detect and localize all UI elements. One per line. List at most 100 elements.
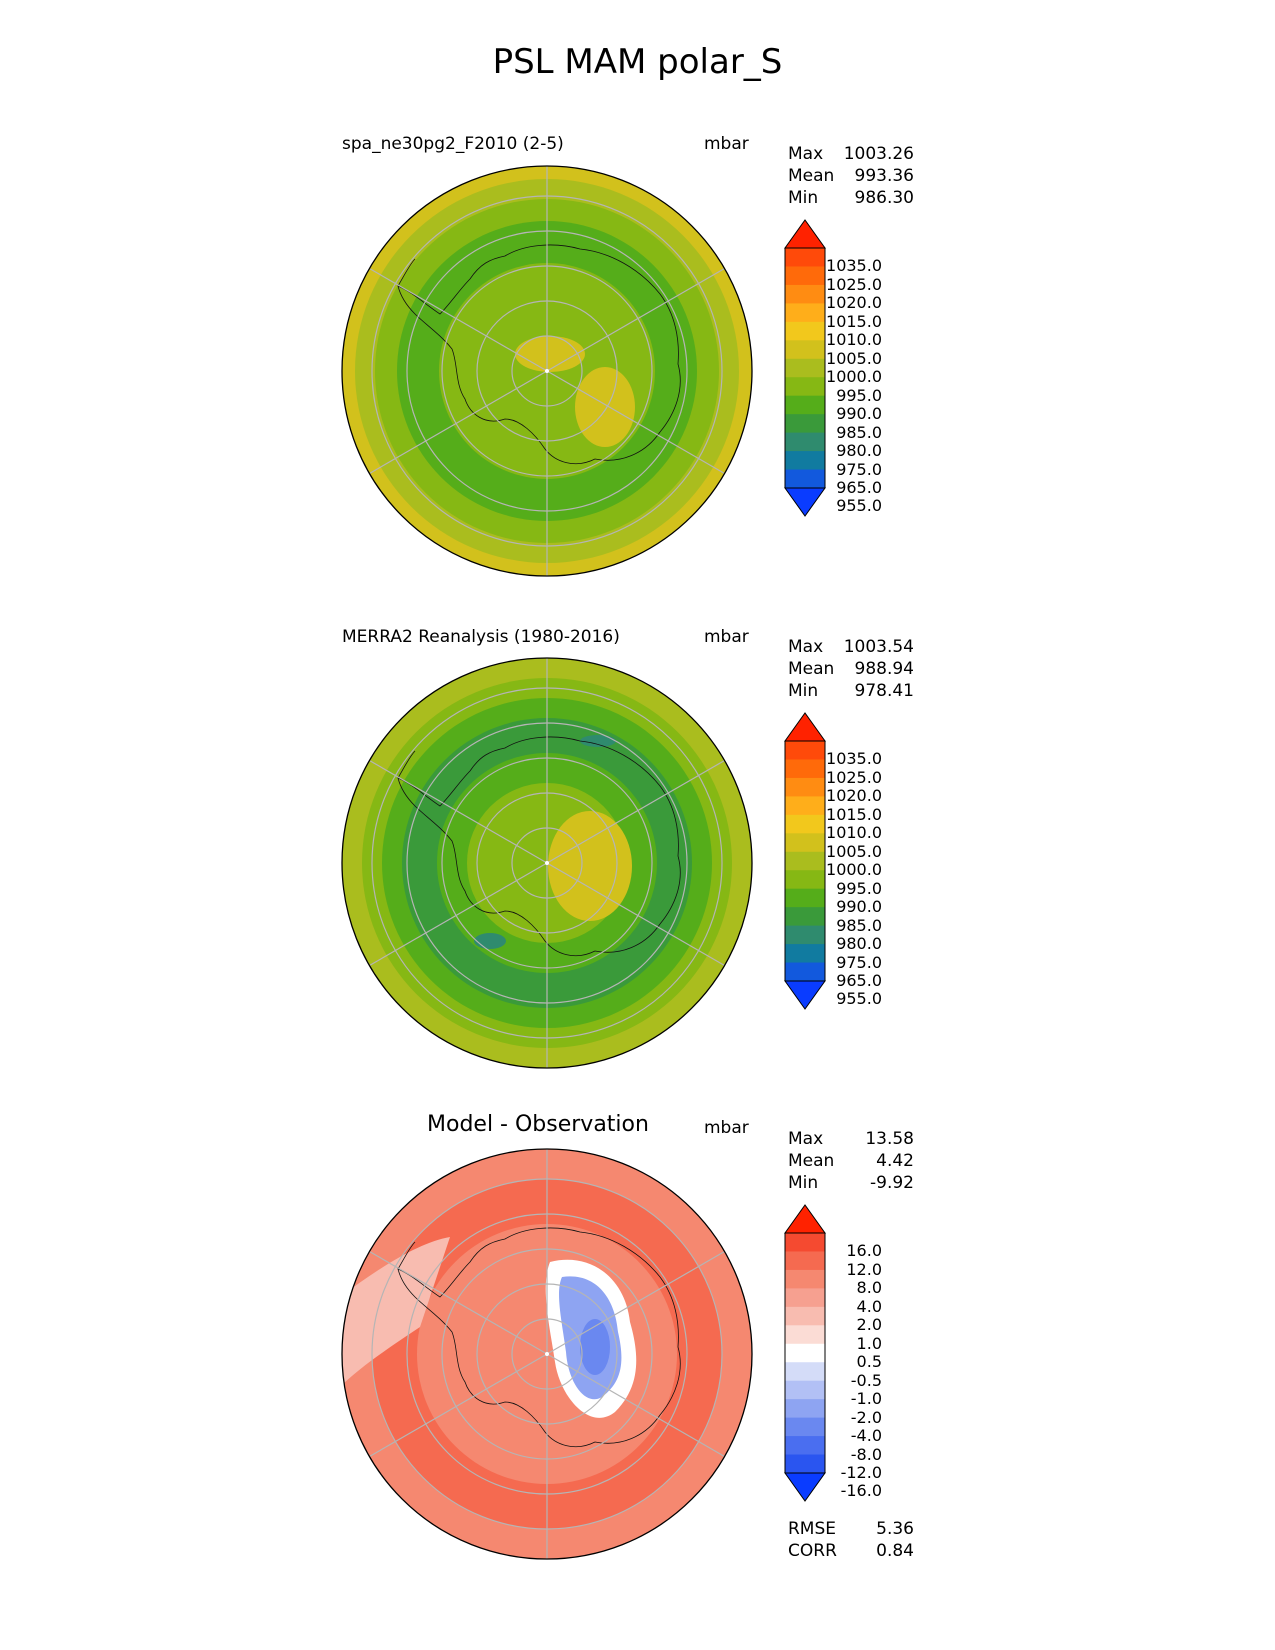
colorbar-segment [785,1343,825,1363]
colorbar-tick-label: 985.0 [836,422,882,442]
colorbar-segment [785,833,825,853]
colorbar-tick-label: 1025.0 [826,767,882,787]
figure-title: PSL MAM polar_S [492,42,783,82]
colorbar-tick-label: 1035.0 [826,256,882,276]
colorbar-tick-label: -16.0 [840,1481,882,1501]
colorbar-segment [785,851,825,871]
colorbar-tick-label: -8.0 [850,1444,882,1464]
colorbar-segment [785,248,825,267]
stat-max: Max 13.58 [788,1129,914,1149]
meridian-line [369,1353,548,1458]
colorbar-extend-bottom [784,980,826,1010]
colorbar-segment [785,907,825,927]
colorbar-segment [785,1399,825,1419]
colorbar-tick-label: 980.0 [836,441,882,461]
colorbar-segment [785,1306,825,1326]
meridian-line [369,370,548,475]
colorbar-extend-top [784,1204,826,1234]
colorbar-extend-bottom [784,1472,826,1502]
meridian-line [369,759,548,864]
map-boundary [341,657,753,1069]
peninsula-coastline [397,750,416,779]
meridian-line [546,862,725,967]
colorbar-extend-top [784,712,826,742]
colorbar-tick-label: -1.0 [850,1389,882,1409]
colorbar-tick-label: 990.0 [836,897,882,917]
positive-anomaly-weak [342,1237,450,1387]
colorbar-tick-label: 975.0 [836,952,882,972]
panel-3-metrics: RMSE 5.36 CORR 0.84 [788,1518,914,1562]
panel-3-map [341,1148,753,1560]
colorbar-segment [785,340,825,360]
colorbar-segment [785,1325,825,1345]
stat-mean: Mean 988.94 [788,659,914,679]
colorbar-tick-label: 1010.0 [826,823,882,843]
stat-mean: Mean 993.36 [788,166,914,186]
meridian-line [369,862,548,967]
colorbar-tick-label: 990.0 [836,404,882,424]
meridian-line [546,267,725,372]
colorbar-tick-label: 980.0 [836,934,882,954]
stat-min: Min 978.41 [788,681,914,701]
colorbar-segment [785,1269,825,1289]
colorbar-segment [785,414,825,434]
stat-mean: Mean 4.42 [788,1151,914,1171]
colorbar-tick-label: 1020.0 [826,293,882,313]
colorbar-tick-label: 1020.0 [826,786,882,806]
panel-1-colorbar [784,219,826,517]
panel-3-units: mbar [704,1118,749,1138]
colorbar-tick-label: 995.0 [836,878,882,898]
meridian-line [546,1250,725,1355]
colorbar-tick-label: 995.0 [836,385,882,405]
panel-1-stats: Max 1003.26 Mean 993.36 Min 986.30 [788,143,914,209]
peninsula-coastline [397,1241,416,1270]
colorbar-segment [785,1436,825,1456]
panel-1-title: spa_ne30pg2_F2010 (2-5) [342,134,564,154]
colorbar-tick-label: 1035.0 [826,749,882,769]
colorbar-tick-label: 975.0 [836,459,882,479]
meridian-line [546,370,725,475]
colorbar-segment [785,870,825,890]
colorbar-tick-label: 1000.0 [826,860,882,880]
colorbar-tick-label: 1005.0 [826,348,882,368]
panel-2-units: mbar [704,627,749,647]
colorbar-segment [785,1362,825,1382]
colorbar-segment [785,759,825,779]
panel-1-map [341,165,753,577]
colorbar-tick-label: 965.0 [836,971,882,990]
colorbar-tick-label: 1005.0 [826,841,882,861]
colorbar-segment [785,814,825,834]
meridian-line [546,759,725,864]
panel-3-title: Model - Observation [427,1112,649,1137]
colorbar-segment [785,377,825,397]
colorbar-segment [785,1288,825,1308]
panel-1-units: mbar [704,134,749,154]
meridian-line [369,267,548,372]
colorbar-tick-label: 16.0 [846,1241,882,1261]
colorbar-segment [785,944,825,964]
colorbar-tick-label: 1.0 [856,1333,882,1353]
colorbar-segment [785,432,825,452]
colorbar-segment [785,321,825,341]
panel-2-colorbar [784,712,826,1010]
stat-min: Min 986.30 [788,188,914,208]
colorbar-tick-label: -0.5 [850,1370,882,1390]
colorbar-segment [785,266,825,286]
colorbar-extend-bottom [784,487,826,517]
colorbar-segment [785,741,825,760]
colorbar-segment [785,1251,825,1271]
meridian-line [369,1250,548,1355]
colorbar-tick-label: -2.0 [850,1407,882,1427]
negative-anomaly-core [580,1319,610,1375]
colorbar-tick-label: 1015.0 [826,804,882,824]
panel-3-colorbar [784,1204,826,1502]
colorbar-segment [785,796,825,816]
colorbar-segment [785,962,825,982]
colorbar-tick-label: 1000.0 [826,367,882,387]
colorbar-tick-label: 8.0 [856,1278,882,1298]
colorbar-segment [785,777,825,797]
colorbar-segment [785,925,825,945]
colorbar-segment [785,1233,825,1252]
metric-rmse: RMSE 5.36 [788,1519,914,1539]
colorbar-segment [785,1380,825,1400]
